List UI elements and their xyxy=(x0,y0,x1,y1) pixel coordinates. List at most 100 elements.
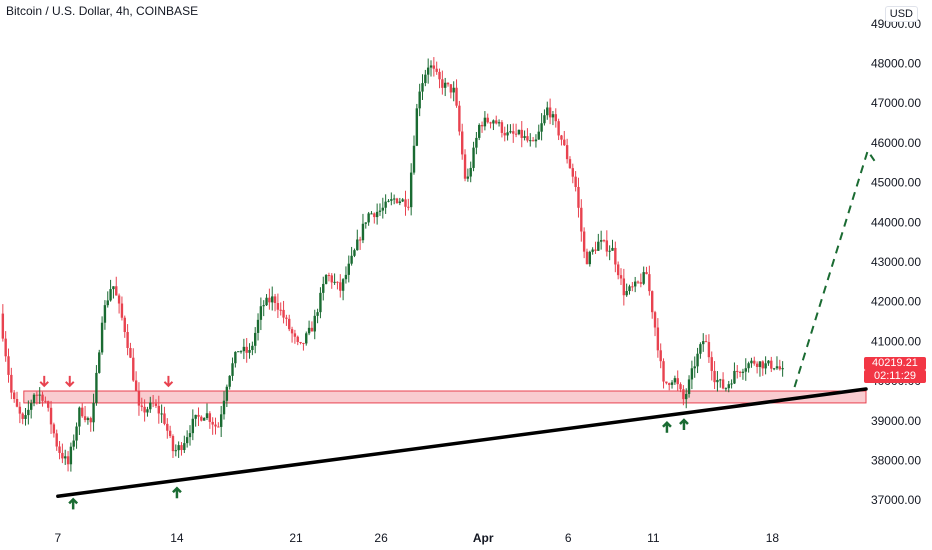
candle-body xyxy=(356,239,359,251)
candle-body xyxy=(18,406,22,414)
candle-body xyxy=(438,71,441,80)
candle-body xyxy=(262,305,265,307)
candle-body xyxy=(650,291,654,313)
candle-body xyxy=(676,378,679,385)
candle-body xyxy=(98,352,101,373)
candle-body xyxy=(461,131,464,155)
candle-body xyxy=(89,418,92,423)
candle-body xyxy=(509,131,512,133)
candle-body xyxy=(648,274,651,292)
candle-body xyxy=(625,291,628,296)
currency-label[interactable]: USD xyxy=(884,6,918,22)
candle-body xyxy=(500,122,504,133)
candle-body xyxy=(506,132,509,136)
candle-body xyxy=(534,139,538,142)
candle-body xyxy=(767,360,770,364)
candle-body xyxy=(52,424,56,434)
drawings-layer xyxy=(56,148,876,498)
candle-body xyxy=(622,278,626,296)
candle-body xyxy=(699,344,702,354)
candle-body xyxy=(185,437,189,444)
candle-body xyxy=(628,286,631,292)
candle-body xyxy=(154,403,158,406)
candle-body xyxy=(140,405,143,407)
candle-body xyxy=(531,140,535,142)
candle-body xyxy=(560,135,563,140)
support-zone-layer xyxy=(23,390,867,404)
candle-body xyxy=(483,117,487,127)
candle-body xyxy=(217,426,220,428)
candle-body xyxy=(188,433,192,438)
candle-body xyxy=(512,131,515,134)
x-tick-label: 18 xyxy=(766,531,780,545)
candle-body xyxy=(200,416,203,421)
candle-body xyxy=(580,207,583,232)
candle-body xyxy=(631,286,634,288)
candle-body xyxy=(248,350,251,353)
candle-body xyxy=(177,445,180,451)
candle-body xyxy=(452,87,455,93)
candle-body xyxy=(180,445,183,451)
bar-countdown-tag: 02:11:29 xyxy=(864,370,926,383)
candle-body xyxy=(449,84,453,93)
candle-body xyxy=(407,206,410,208)
candle-body xyxy=(251,345,254,351)
x-tick-label: 14 xyxy=(170,531,184,545)
candle-body xyxy=(49,407,53,425)
candle-body xyxy=(727,384,730,389)
candle-body xyxy=(770,360,773,369)
candle-body xyxy=(599,240,603,242)
x-tick-label: 7 xyxy=(55,531,62,545)
candle-body xyxy=(15,398,19,407)
chart-title: Bitcoin / U.S. Dollar, 4h, COINBASE xyxy=(6,4,199,18)
candle-body xyxy=(38,394,41,396)
candle-body xyxy=(480,124,484,127)
candle-body xyxy=(236,351,240,353)
candle-body xyxy=(478,124,481,138)
candle-body xyxy=(517,129,521,135)
price-axis[interactable]: 37000.0038000.0039000.0040000.0041000.00… xyxy=(871,17,921,507)
candle-body xyxy=(296,336,299,342)
y-tick-label: 41000.00 xyxy=(871,334,921,348)
candle-body xyxy=(333,281,336,283)
candle-body xyxy=(245,346,248,353)
time-axis[interactable]: 7 14 21 26 Apr 6 11 18 xyxy=(55,531,780,545)
candle-body xyxy=(741,371,745,373)
up-arrow-head xyxy=(679,418,689,425)
arrows-layer xyxy=(39,375,689,510)
candle-body xyxy=(463,154,467,179)
candle-body xyxy=(29,403,33,410)
candle-body xyxy=(497,122,501,124)
candle-body xyxy=(373,213,376,218)
candle-body xyxy=(404,199,407,207)
candle-body xyxy=(426,67,430,75)
candle-body xyxy=(35,394,39,396)
candle-body xyxy=(772,368,776,370)
candle-body xyxy=(446,82,450,85)
candle-body xyxy=(492,120,495,124)
candle-body xyxy=(750,360,753,364)
candle-body xyxy=(387,200,390,202)
y-tick-label: 42000.00 xyxy=(871,295,921,309)
candle-body xyxy=(690,368,694,380)
candle-body xyxy=(495,120,498,124)
candle-body xyxy=(557,121,560,136)
candle-body xyxy=(27,409,30,416)
candle-body xyxy=(120,303,124,318)
candle-body xyxy=(588,251,592,265)
candle-body xyxy=(662,361,665,382)
candle-body xyxy=(529,140,532,142)
candle-body xyxy=(134,380,138,392)
candle-body xyxy=(412,145,416,173)
candle-body xyxy=(758,361,762,367)
candle-body xyxy=(163,413,166,424)
y-tick-label: 48000.00 xyxy=(871,57,921,71)
candle-body xyxy=(707,342,711,358)
up-arrow-head xyxy=(662,421,672,428)
candle-body xyxy=(174,450,178,452)
candle-body xyxy=(582,231,586,252)
candle-body xyxy=(633,281,637,287)
candle-body xyxy=(378,210,382,212)
